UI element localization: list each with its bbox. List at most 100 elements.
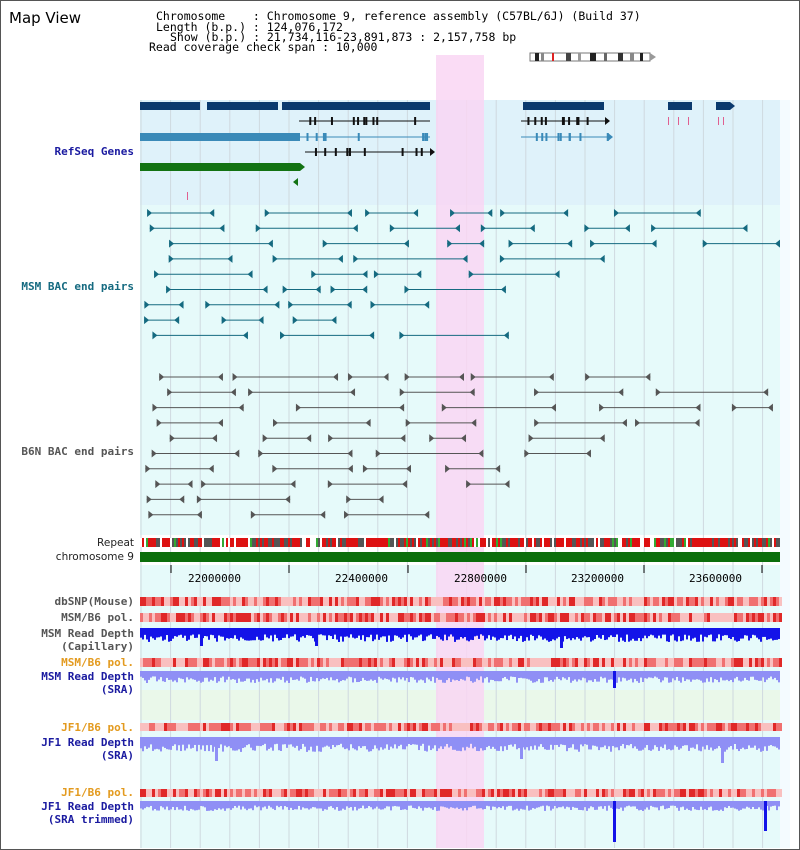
heat-cell	[758, 613, 761, 622]
heat-cell	[326, 597, 329, 606]
track-label-msm-bac[interactable]: MSM BAC end pairs	[21, 280, 134, 293]
heat-cell	[470, 789, 473, 797]
depth-bar	[614, 628, 616, 637]
track-label-jf1-depth-trimmed[interactable]: JF1 Read Depth	[41, 800, 134, 813]
depth-bar	[620, 737, 622, 746]
msm-bac-pair-end	[311, 270, 317, 279]
depth-bar	[196, 737, 198, 752]
depth-bar	[218, 737, 220, 749]
heat-cell	[422, 658, 425, 667]
depth-bar	[566, 737, 568, 752]
depth-bar	[410, 628, 412, 637]
b6n-bac-pair-end	[635, 418, 641, 427]
depth-bar	[162, 737, 164, 747]
depth-bar	[240, 628, 242, 638]
heat-cell	[233, 597, 236, 606]
track-label-repeat[interactable]: Repeat	[97, 537, 134, 549]
depth-bar	[540, 737, 542, 745]
heat-cell	[164, 658, 167, 667]
track-label-msm-depth-sra[interactable]: MSM Read Depth	[41, 670, 134, 683]
heat-cell	[461, 613, 464, 622]
heat-cell	[392, 658, 395, 667]
depth-bar	[180, 671, 182, 679]
heat-cell	[512, 789, 515, 797]
depth-bar	[450, 801, 452, 808]
heat-cell	[236, 789, 239, 797]
depth-bar	[578, 671, 580, 680]
b6n-bac-pair-end	[350, 388, 356, 397]
depth-bar	[536, 628, 538, 639]
track-label-chromosome[interactable]: chromosome 9	[55, 551, 134, 563]
heat-cell	[200, 658, 203, 667]
depth-bar	[234, 801, 236, 807]
depth-bar	[318, 671, 320, 682]
track-label-dbsnp[interactable]: dbSNP(Mouse)	[54, 595, 134, 608]
heat-cell	[620, 613, 623, 622]
track-label-jf1-b6-pol[interactable]: JF1/B6 pol.	[61, 721, 134, 734]
repeat-element	[298, 538, 300, 547]
heat-cell	[473, 723, 476, 731]
depth-bar	[776, 801, 778, 811]
heat-cell	[530, 789, 533, 797]
heat-cell	[389, 613, 392, 622]
depth-bar	[600, 801, 602, 807]
heat-cell	[536, 658, 539, 667]
track-label-jf1-depth-sra[interactable]: JF1 Read Depth	[41, 736, 134, 749]
depth-bar	[480, 628, 482, 635]
depth-bar	[316, 671, 318, 679]
heat-cell	[671, 597, 674, 606]
heat-cell	[296, 789, 299, 797]
heat-cell	[314, 597, 317, 606]
msm-bac-pair-end	[370, 300, 376, 309]
heat-cell	[251, 789, 254, 797]
depth-bar	[222, 737, 224, 752]
depth-bar	[446, 671, 448, 681]
heat-cell	[590, 613, 593, 622]
heat-cell	[434, 597, 437, 606]
repeat-element	[632, 538, 634, 547]
repeat-element	[286, 538, 288, 547]
depth-bar	[728, 737, 730, 748]
depth-bar	[156, 801, 158, 811]
repeat-element	[630, 538, 632, 547]
depth-bar	[316, 801, 318, 809]
heat-cell	[683, 789, 686, 797]
track-label-msm-depth-capillary[interactable]: MSM Read Depth	[41, 627, 134, 640]
heat-cell	[395, 658, 398, 667]
depth-bar	[364, 737, 366, 747]
gene-exon	[414, 117, 417, 125]
depth-bar	[152, 671, 154, 677]
heat-cell	[575, 723, 578, 731]
depth-bar	[330, 628, 332, 637]
depth-bar	[198, 671, 200, 681]
b6n-bac-pair-end	[327, 480, 333, 489]
heat-cell	[257, 789, 260, 797]
depth-bar	[778, 737, 780, 750]
track-label-msm-b6-pol[interactable]: MSM/B6 pol.	[61, 611, 134, 624]
msm-bac-pair-end	[144, 300, 150, 309]
heat-cell	[659, 613, 662, 622]
heat-cell	[425, 789, 428, 797]
heat-cell	[140, 789, 143, 797]
heat-cell	[593, 597, 596, 606]
track-label-jf1-b6-pol-2[interactable]: JF1/B6 pol.	[61, 786, 134, 799]
track-label-refseq[interactable]: RefSeq Genes	[54, 145, 134, 158]
heat-cell	[362, 789, 365, 797]
track-label-b6n-bac[interactable]: B6N BAC end pairs	[21, 445, 134, 458]
depth-bar	[712, 737, 714, 751]
heat-cell	[494, 789, 497, 797]
depth-bar	[408, 671, 410, 683]
depth-bar	[336, 671, 338, 679]
depth-bar	[538, 737, 540, 747]
heat-cell	[752, 723, 755, 731]
track-label-msm-b6-pol-2[interactable]: MSM/B6 pol.	[61, 656, 134, 669]
depth-bar	[624, 671, 626, 679]
heat-cell	[578, 613, 581, 622]
heat-cell	[188, 597, 191, 606]
depth-bar	[266, 801, 268, 809]
heat-cell	[506, 658, 509, 667]
depth-bar	[572, 801, 574, 807]
depth-bar	[204, 671, 206, 678]
depth-bar	[636, 737, 638, 749]
repeat-element	[616, 538, 618, 547]
